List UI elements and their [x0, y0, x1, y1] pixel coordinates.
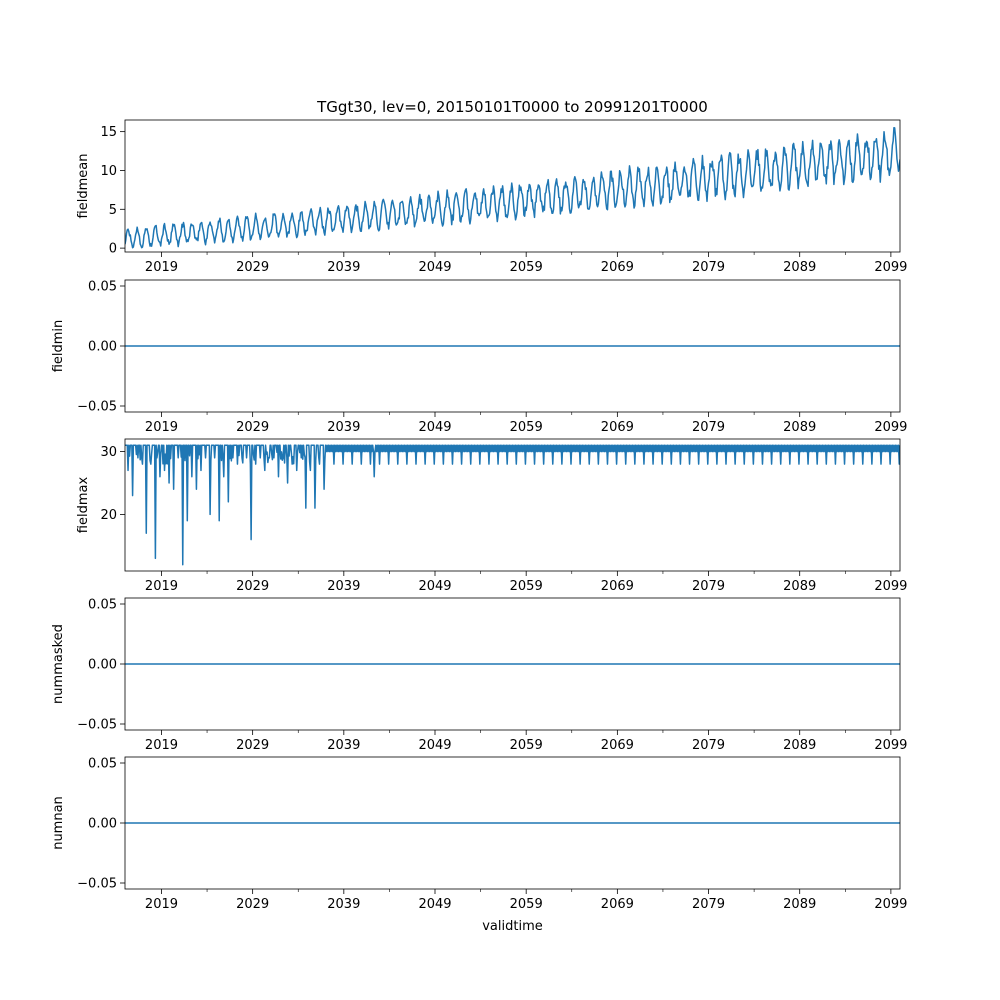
y-tick-label: 0.05 — [88, 757, 117, 772]
x-tick-label: 2019 — [145, 420, 178, 435]
series-line-fieldmean — [125, 127, 900, 249]
y-tick-label: 0.00 — [88, 658, 117, 673]
chart-title: TGgt30, lev=0, 20150101T0000 to 20991201… — [316, 98, 708, 116]
x-tick-label: 2039 — [327, 738, 360, 753]
x-tick-label: 2089 — [783, 579, 816, 594]
x-tick-label: 2069 — [601, 738, 634, 753]
x-tick-label: 2099 — [874, 738, 907, 753]
y-tick-label: 0 — [109, 242, 117, 257]
x-tick-label: 2089 — [783, 738, 816, 753]
x-tick-label: 2099 — [874, 420, 907, 435]
x-tick-label: 2029 — [236, 738, 269, 753]
x-tick-label: 2039 — [327, 260, 360, 275]
y-tick-label: −0.05 — [77, 877, 117, 892]
x-tick-label: 2039 — [327, 579, 360, 594]
y-axis-label-nummasked: nummasked — [51, 624, 66, 704]
x-tick-label: 2089 — [783, 420, 816, 435]
y-tick-label: 30 — [100, 445, 117, 460]
x-tick-label: 2019 — [145, 897, 178, 912]
x-tick-label: 2019 — [145, 738, 178, 753]
x-tick-label: 2039 — [327, 420, 360, 435]
panels-group: 2019 2029 2039 2049 2059 2069 2079 2089 2099 0 5 10… — [51, 119, 907, 913]
x-tick-label: 2099 — [874, 579, 907, 594]
x-tick-label: 2099 — [874, 260, 907, 275]
x-tick-label: 2059 — [510, 260, 543, 275]
y-tick-label: 0.00 — [88, 340, 117, 355]
series-line-fieldmax — [125, 444, 900, 566]
x-tick-label: 2029 — [236, 260, 269, 275]
y-tick-label: −0.05 — [77, 718, 117, 733]
x-tick-label: 2089 — [783, 897, 816, 912]
x-tick-label: 2089 — [783, 260, 816, 275]
x-tick-label: 2049 — [418, 420, 451, 435]
x-tick-label: 2049 — [418, 260, 451, 275]
x-tick-label: 2069 — [601, 579, 634, 594]
x-tick-label: 2049 — [418, 579, 451, 594]
x-tick-label: 2059 — [510, 738, 543, 753]
x-tick-label: 2059 — [510, 579, 543, 594]
panel-frame — [124, 119, 901, 253]
y-axis-label-fieldmax: fieldmax — [76, 477, 91, 534]
panel-numnan: 2019 2029 2039 2049 2059 2069 2079 2089 2099 −0.0… — [51, 757, 907, 913]
y-tick-label: 0.05 — [88, 598, 117, 613]
x-tick-label: 2079 — [692, 420, 725, 435]
x-tick-label: 2029 — [236, 420, 269, 435]
x-tick-label: 2029 — [236, 897, 269, 912]
panel-frame — [124, 438, 901, 572]
panel-fieldmean: 2019 2029 2039 2049 2059 2069 2079 2089 2099 0 5 10… — [76, 119, 907, 275]
x-tick-label: 2069 — [601, 260, 634, 275]
x-tick-label: 2099 — [874, 897, 907, 912]
x-tick-label: 2019 — [145, 260, 178, 275]
y-tick-label: −0.05 — [77, 400, 117, 415]
y-axis-label-numnan: numnan — [51, 796, 66, 850]
y-tick-label: 5 — [109, 203, 117, 218]
y-tick-label: 0.00 — [88, 817, 117, 832]
y-tick-label: 0.05 — [88, 280, 117, 295]
panel-nummasked: 2019 2029 2039 2049 2059 2069 2079 2089 2099 −0.0… — [51, 598, 907, 754]
x-tick-label: 2079 — [692, 738, 725, 753]
x-tick-label: 2059 — [510, 897, 543, 912]
x-tick-label: 2059 — [510, 420, 543, 435]
y-tick-label: 15 — [100, 125, 117, 140]
x-tick-label: 2039 — [327, 897, 360, 912]
y-tick-label: 20 — [100, 508, 117, 523]
panel-fieldmax: 2019 2029 2039 2049 2059 2069 2079 2089 2099 20 30… — [76, 438, 907, 594]
y-axis-label-fieldmin: fieldmin — [51, 320, 66, 373]
panel-fieldmin: 2019 2029 2039 2049 2059 2069 2079 2089 2099 −0.0… — [51, 280, 907, 436]
x-tick-label: 2079 — [692, 579, 725, 594]
x-tick-label: 2069 — [601, 897, 634, 912]
x-tick-label: 2079 — [692, 260, 725, 275]
x-tick-label: 2029 — [236, 579, 269, 594]
x-tick-label: 2069 — [601, 420, 634, 435]
x-tick-label: 2079 — [692, 897, 725, 912]
y-axis-label-fieldmean: fieldmean — [76, 154, 91, 219]
x-tick-label: 2049 — [418, 738, 451, 753]
y-tick-label: 10 — [100, 164, 117, 179]
x-axis-label: validtime — [482, 919, 543, 934]
x-tick-label: 2019 — [145, 579, 178, 594]
x-tick-label: 2049 — [418, 897, 451, 912]
